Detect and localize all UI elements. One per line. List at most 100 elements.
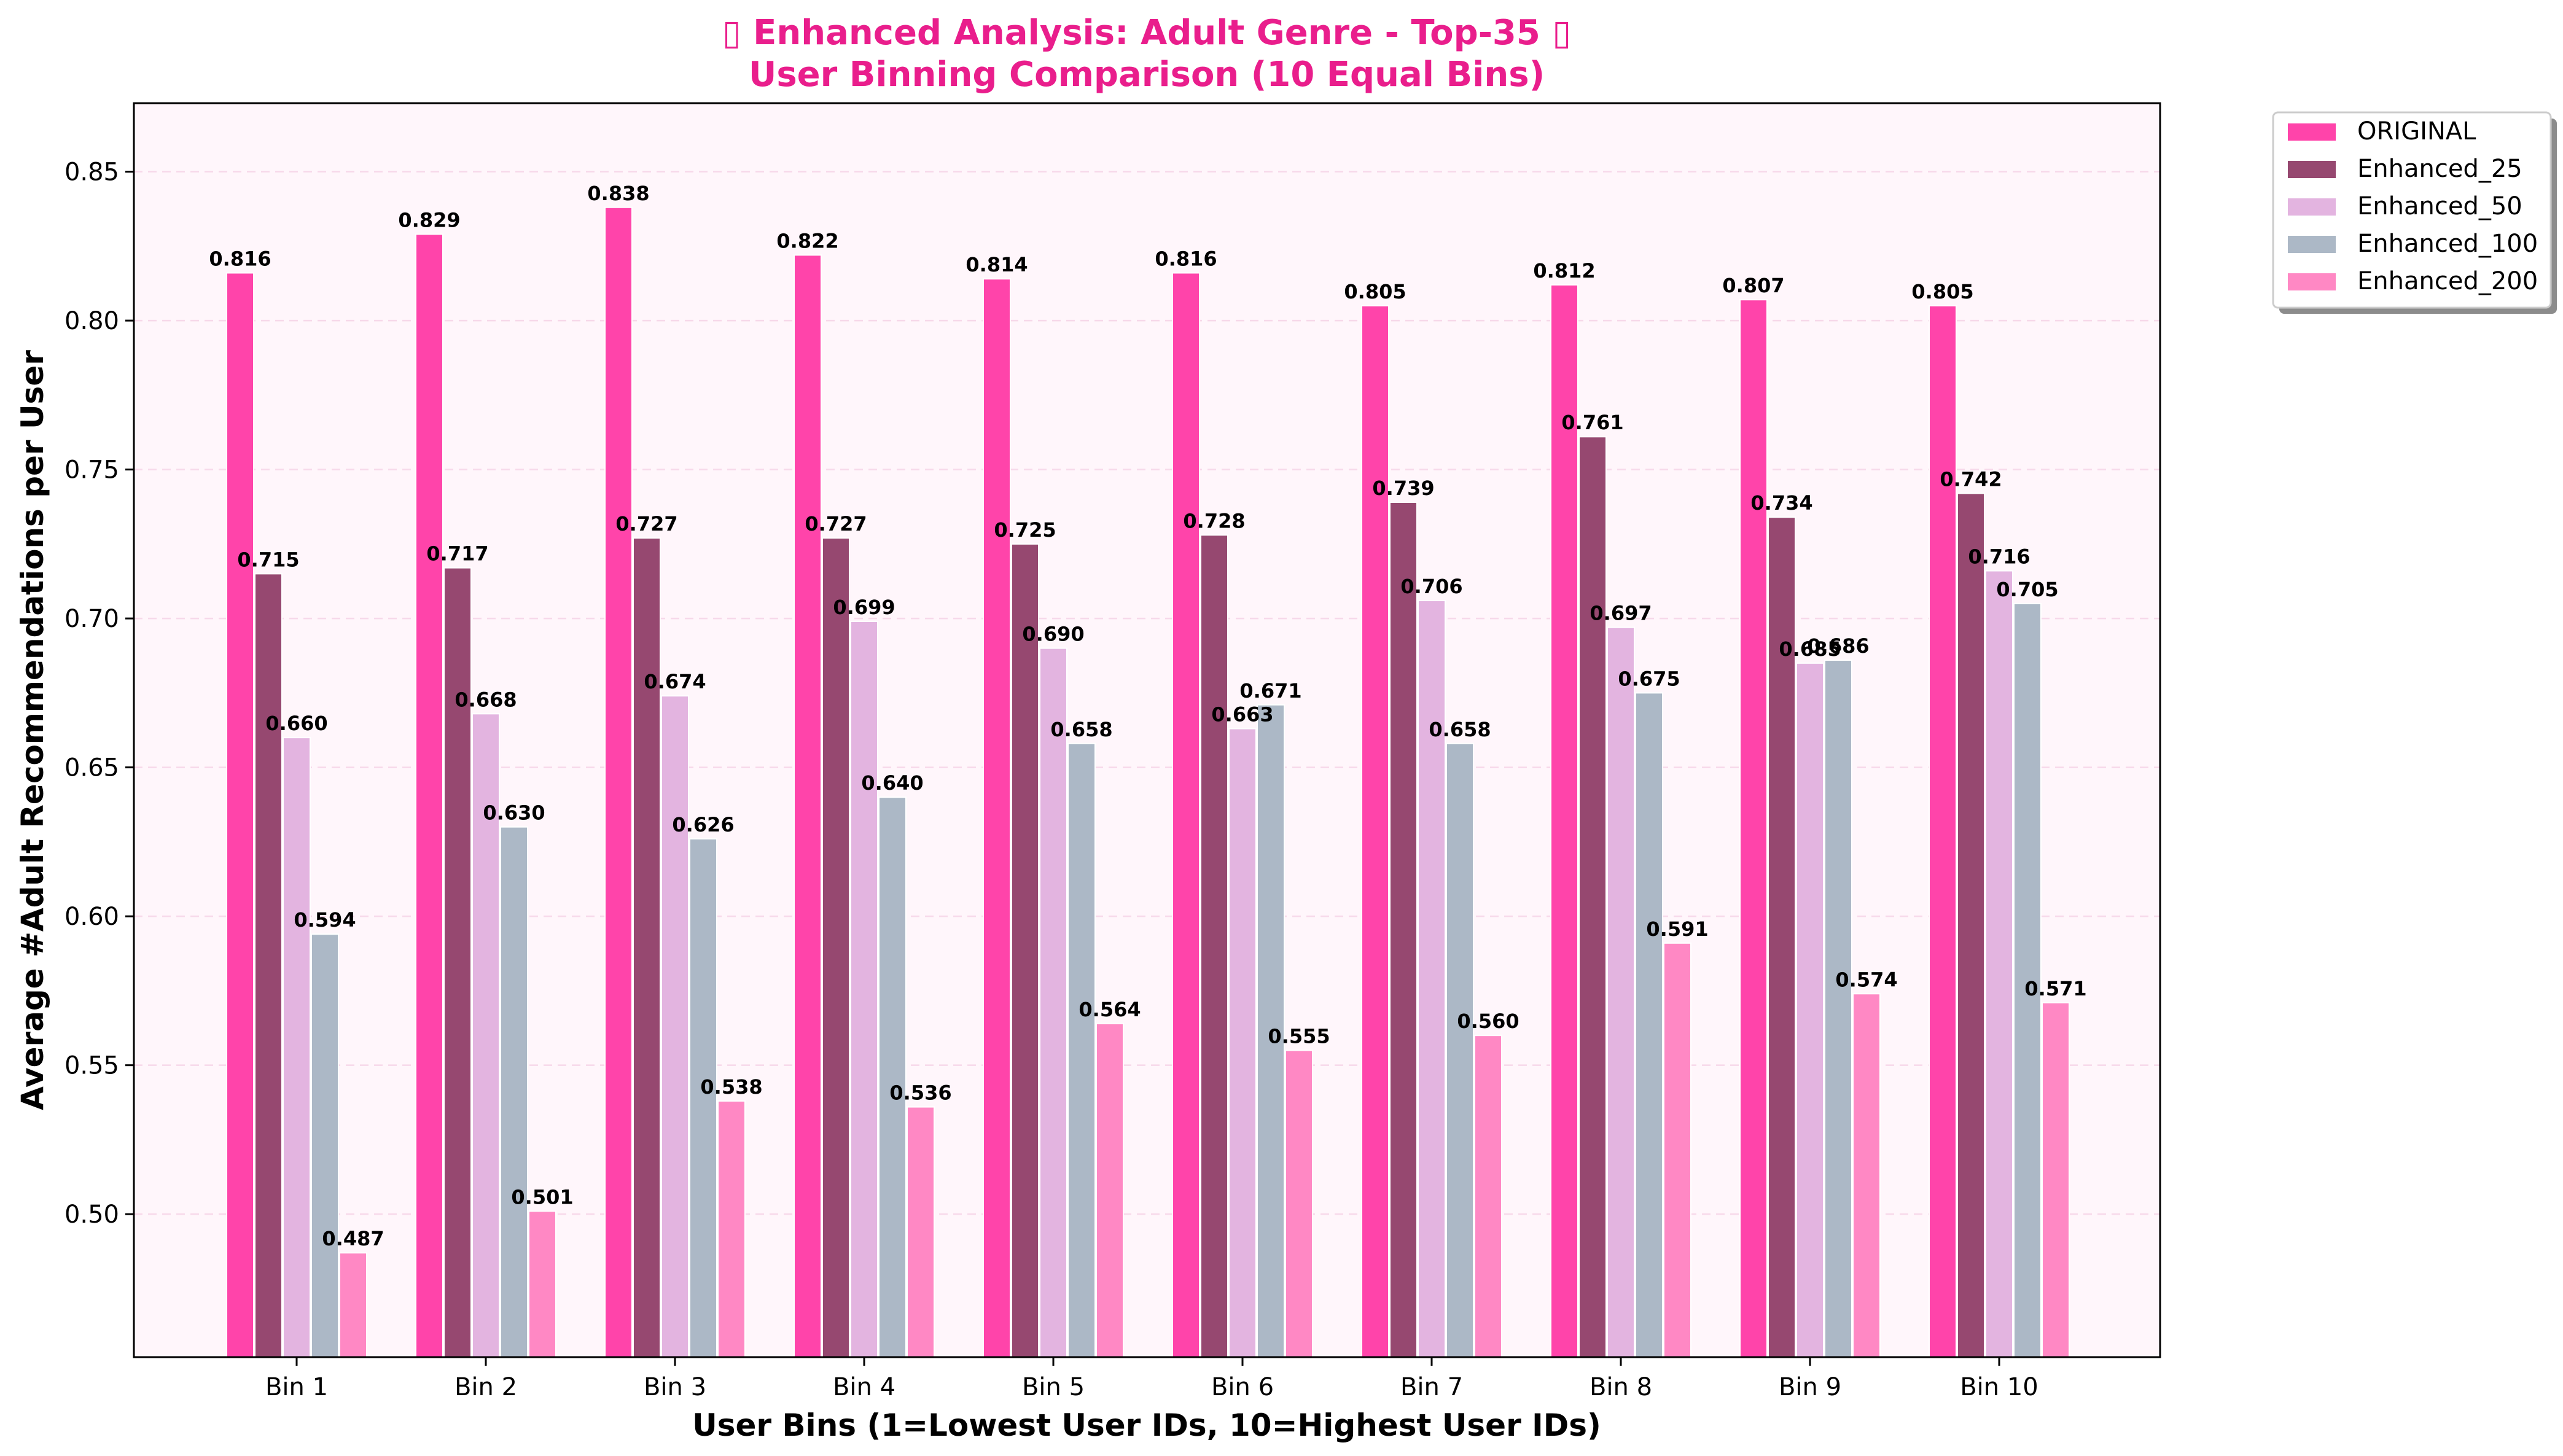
bar [1550, 284, 1578, 1358]
bar [983, 278, 1011, 1358]
data-label: 0.716 [1968, 545, 2030, 569]
bar [822, 537, 850, 1358]
bar [254, 573, 283, 1358]
x-tick-label: Bin 10 [1960, 1373, 2038, 1401]
bar [1446, 742, 1474, 1358]
bar [2013, 602, 2042, 1358]
bar [689, 838, 717, 1358]
bar [1852, 993, 1881, 1358]
x-tick-label: Bin 9 [1779, 1373, 1841, 1401]
data-label: 0.717 [426, 542, 488, 566]
data-label: 0.829 [398, 208, 460, 232]
bar [794, 254, 822, 1358]
data-label: 0.658 [1429, 718, 1491, 741]
data-label: 0.727 [615, 512, 677, 535]
data-label: 0.739 [1372, 477, 1434, 500]
data-label: 0.805 [1911, 280, 1973, 303]
data-label: 0.538 [700, 1075, 762, 1099]
bar [878, 796, 907, 1358]
bar [1257, 704, 1285, 1358]
bar [1768, 516, 1796, 1358]
data-label: 0.685 [1779, 637, 1841, 661]
bar [1067, 742, 1096, 1358]
data-label: 0.626 [672, 813, 734, 836]
x-axis-label: User Bins (1=Lowest User IDs, 10=Highest… [692, 1407, 1601, 1443]
data-label: 0.838 [587, 182, 649, 205]
x-tick-label: Bin 7 [1400, 1373, 1463, 1401]
data-label: 0.501 [511, 1185, 573, 1209]
data-label: 0.822 [776, 229, 838, 252]
bar [283, 737, 311, 1358]
bar [1578, 436, 1607, 1358]
x-tick-label: Bin 6 [1211, 1373, 1274, 1401]
bar [1607, 626, 1635, 1358]
bar [311, 933, 339, 1358]
legend-label: Enhanced_25 [2357, 155, 2522, 183]
y-tick-label: 0.55 [64, 1052, 119, 1080]
bar [1172, 272, 1200, 1358]
bar [1096, 1022, 1124, 1358]
data-label: 0.571 [2024, 977, 2086, 1000]
bar [1474, 1035, 1502, 1358]
data-label: 0.574 [1835, 968, 1897, 991]
x-tick-label: Bin 8 [1590, 1373, 1652, 1401]
data-label: 0.630 [483, 801, 545, 825]
data-label: 0.699 [833, 596, 895, 619]
data-label: 0.705 [1996, 578, 2058, 601]
data-label: 0.728 [1183, 509, 1245, 532]
bar [1739, 299, 1768, 1358]
y-tick-label: 0.75 [64, 456, 119, 485]
data-label: 0.674 [644, 670, 706, 693]
x-tick-label: Bin 1 [265, 1373, 328, 1401]
data-label: 0.761 [1561, 411, 1623, 434]
y-tick-label: 0.80 [64, 307, 119, 335]
bar [1929, 305, 1957, 1358]
bar [1228, 728, 1257, 1358]
y-tick-label: 0.85 [64, 158, 119, 187]
data-label: 0.812 [1533, 259, 1595, 282]
legend-swatch [2288, 236, 2336, 253]
legend-box [2272, 111, 2552, 309]
data-label: 0.727 [805, 512, 867, 535]
data-label: 0.807 [1722, 274, 1784, 297]
data-label: 0.660 [265, 712, 327, 735]
legend-label: ORIGINAL [2357, 117, 2476, 146]
bar [500, 826, 528, 1358]
data-label: 0.658 [1050, 718, 1112, 741]
legend-swatch [2288, 198, 2336, 216]
bar [472, 713, 500, 1358]
data-label: 0.814 [966, 253, 1028, 276]
x-tick-label: Bin 5 [1022, 1373, 1085, 1401]
bar [1361, 305, 1389, 1358]
data-label: 0.816 [209, 247, 271, 270]
bar [1985, 570, 2013, 1358]
bars [226, 206, 2070, 1358]
bar [1796, 662, 1824, 1358]
bar [1418, 600, 1446, 1358]
bar [2042, 1002, 2070, 1358]
data-label: 0.686 [1807, 634, 1869, 658]
value-labels: 0.816 0.715 0.660 0.594 0.487 0.829 0.717 0.668… [209, 182, 2086, 1250]
data-label: 0.668 [454, 688, 517, 711]
data-label: 0.591 [1646, 917, 1708, 941]
bar [415, 233, 443, 1358]
legend-items: ORIGINAL Enhanced_25 Enhanced_50 Enhanced_1… [2288, 117, 2538, 295]
bar [1635, 692, 1663, 1358]
data-label: 0.816 [1155, 247, 1217, 270]
plot-frame [133, 102, 2161, 1358]
data-label: 0.690 [1022, 623, 1084, 646]
data-label: 0.640 [861, 771, 923, 795]
legend-swatch [2288, 123, 2336, 141]
bar [850, 620, 878, 1358]
data-label: 0.555 [1268, 1024, 1330, 1048]
y-tick-label: 0.50 [64, 1201, 119, 1229]
bar [443, 567, 472, 1358]
legend-label: Enhanced_100 [2357, 230, 2538, 258]
data-label: 0.560 [1457, 1010, 1519, 1033]
bar [1039, 647, 1067, 1358]
y-tick-label: 0.60 [64, 903, 119, 931]
bar [1011, 543, 1039, 1358]
data-label: 0.671 [1239, 679, 1301, 703]
y-tick-label: 0.65 [64, 754, 119, 782]
